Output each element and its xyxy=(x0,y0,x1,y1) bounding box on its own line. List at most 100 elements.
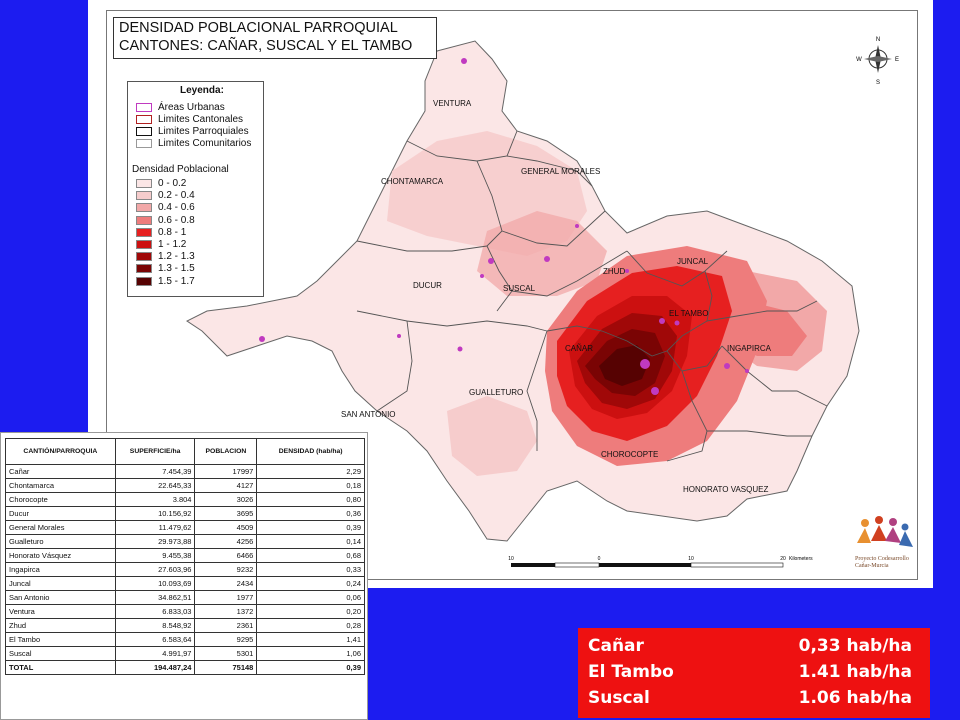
cell-population: 2361 xyxy=(194,618,258,633)
cell-surface: 29.973,88 xyxy=(114,534,196,549)
summary-row: Suscal 1.06 hab/ha xyxy=(588,688,912,712)
density-zone-low-gualleturo xyxy=(447,396,537,476)
cell-population: 4127 xyxy=(194,478,258,493)
table-row: Honorato Vásquez 9.455,38 6466 0,68 xyxy=(5,548,365,563)
cell-surface: 194.487,24 xyxy=(114,660,196,675)
legend-density-class: 1.3 - 1.5 xyxy=(136,263,195,274)
cell-surface: 3.804 xyxy=(114,492,196,507)
cell-density: 0,68 xyxy=(256,548,365,563)
scale-bar: 10 0 10 20 Kilometers xyxy=(507,553,837,579)
table-row: Zhud 8.548,92 2361 0,28 xyxy=(5,618,365,633)
cell-surface: 27.603,96 xyxy=(114,562,196,577)
compass-e: E xyxy=(895,57,899,63)
summary-box: Cañar 0,33 hab/ha El Tambo 1.41 hab/ha S… xyxy=(578,628,930,718)
legend-density-class: 0.6 - 0.8 xyxy=(136,215,195,226)
cell-parish: Zhud xyxy=(5,618,116,633)
table-total-row: TOTAL 194.487,24 75148 0,39 xyxy=(5,660,365,675)
cell-surface: 34.862,51 xyxy=(114,590,196,605)
cell-density: 0,28 xyxy=(256,618,365,633)
logo-line1: Proyecto Codesarrollo xyxy=(855,556,909,562)
legend-label: Limites Cantonales xyxy=(158,114,244,125)
cell-parish: Cañar xyxy=(5,464,116,479)
cell-population: 4256 xyxy=(194,534,258,549)
table-row: Chontamarca 22.645,33 4127 0,18 xyxy=(5,478,365,493)
density-class-label: 1 - 1.2 xyxy=(158,239,187,250)
urban-areas xyxy=(259,58,749,395)
cell-surface: 22.645,33 xyxy=(114,478,196,493)
density-swatch xyxy=(136,191,152,201)
table-row: Suscal 4.991,97 5301 1,06 xyxy=(5,646,365,661)
cell-population: 6466 xyxy=(194,548,258,563)
cell-population: 9232 xyxy=(194,562,258,577)
cell-population: 1372 xyxy=(194,604,258,619)
cell-population: 17997 xyxy=(194,464,258,479)
density-class-label: 1.3 - 1.5 xyxy=(158,263,195,275)
cell-parish: Honorato Vásquez xyxy=(5,548,116,563)
cell-parish: Chontamarca xyxy=(5,478,116,493)
parish-boundaries xyxy=(356,130,828,462)
cell-density: 0,06 xyxy=(256,590,365,605)
compass-n: N xyxy=(876,37,880,43)
density-zone-low-suscal xyxy=(477,211,607,296)
codesarrollo-logo-icon xyxy=(857,516,913,547)
cell-density: 0,18 xyxy=(256,478,365,493)
density-swatch xyxy=(136,240,152,249)
cell-density: 0,39 xyxy=(256,520,365,535)
legend-label: Limites Comunitarios xyxy=(158,138,252,149)
table-row: El Tambo 6.583,64 9295 1,41 xyxy=(5,632,365,647)
cell-parish: San Antonio xyxy=(5,590,116,605)
cell-parish: General Morales xyxy=(5,520,116,535)
density-swatch xyxy=(136,179,152,188)
legend-density-class: 0.8 - 1 xyxy=(136,227,186,238)
density-swatch xyxy=(136,276,152,286)
parish-limit-swatch xyxy=(136,127,152,136)
header-density: DENSIDAD (hab/ha) xyxy=(256,438,365,465)
density-swatch xyxy=(136,203,152,213)
legend-density-class: 1 - 1.2 xyxy=(136,239,186,250)
label-general-morales: GENERAL MORALES xyxy=(521,167,601,176)
cell-density: 0,39 xyxy=(256,660,365,675)
urban-swatch xyxy=(136,103,152,112)
scale-label: 20 xyxy=(780,556,786,562)
legend-label: Limites Parroquiales xyxy=(158,126,249,137)
cell-population: 4509 xyxy=(194,520,258,535)
cell-parish: Suscal xyxy=(5,646,116,661)
cell-density: 0,20 xyxy=(256,604,365,619)
label-canar: CAÑAR xyxy=(565,344,594,353)
cell-density: 2,29 xyxy=(256,464,365,479)
legend-density-class: 0.4 - 0.6 xyxy=(136,202,195,213)
cell-population: 1977 xyxy=(194,590,258,605)
legend-item-community-limits: Limites Comunitarios xyxy=(136,138,251,149)
density-class-label: 0.6 - 0.8 xyxy=(158,214,195,226)
cell-density: 0,80 xyxy=(256,492,365,507)
cell-surface: 6.583,64 xyxy=(114,632,196,647)
cell-parish: Chorocopte xyxy=(5,492,116,507)
scale-unit: Kilometers xyxy=(789,556,813,562)
legend-density-class: 1.2 - 1.3 xyxy=(136,251,195,262)
legend-density-heading: Densidad Poblacional xyxy=(132,164,229,175)
label-zhud: ZHUD xyxy=(603,267,626,276)
table-row: Chorocopte 3.804 3026 0,80 xyxy=(5,492,365,507)
density-class-label: 1.2 - 1.3 xyxy=(158,251,195,263)
label-san-antonio: SAN ANTONIO xyxy=(341,410,396,419)
density-swatch xyxy=(136,215,152,225)
cell-parish: TOTAL xyxy=(5,660,116,675)
cell-population: 3695 xyxy=(194,506,258,521)
table-body: Cañar 7.454,39 17997 2,29 Chontamarca 22.645,… xyxy=(5,464,365,675)
legend-density-class: 1.5 - 1.7 xyxy=(136,276,195,287)
cell-density: 0,36 xyxy=(256,506,365,521)
label-el-tambo: EL TAMBO xyxy=(669,309,709,318)
cell-population: 75148 xyxy=(194,660,258,675)
cell-surface: 9.455,38 xyxy=(114,548,196,563)
density-class-label: 0 - 0.2 xyxy=(158,178,187,189)
summary-name: Suscal xyxy=(588,688,650,708)
density-class-label: 0.8 - 1 xyxy=(158,226,187,238)
map-canvas: DENSIDAD POBLACIONAL PARROQUIAL CANTONES… xyxy=(106,10,918,580)
summary-name: Cañar xyxy=(588,636,644,656)
cell-population: 9295 xyxy=(194,632,258,647)
cell-surface: 4.991,97 xyxy=(114,646,196,661)
table-row: Juncal 10.093,69 2434 0,24 xyxy=(5,576,365,591)
cell-parish: Juncal xyxy=(5,576,116,591)
community-limit-swatch xyxy=(136,139,152,148)
logo-line2: Cañar-Murcia xyxy=(855,563,889,569)
